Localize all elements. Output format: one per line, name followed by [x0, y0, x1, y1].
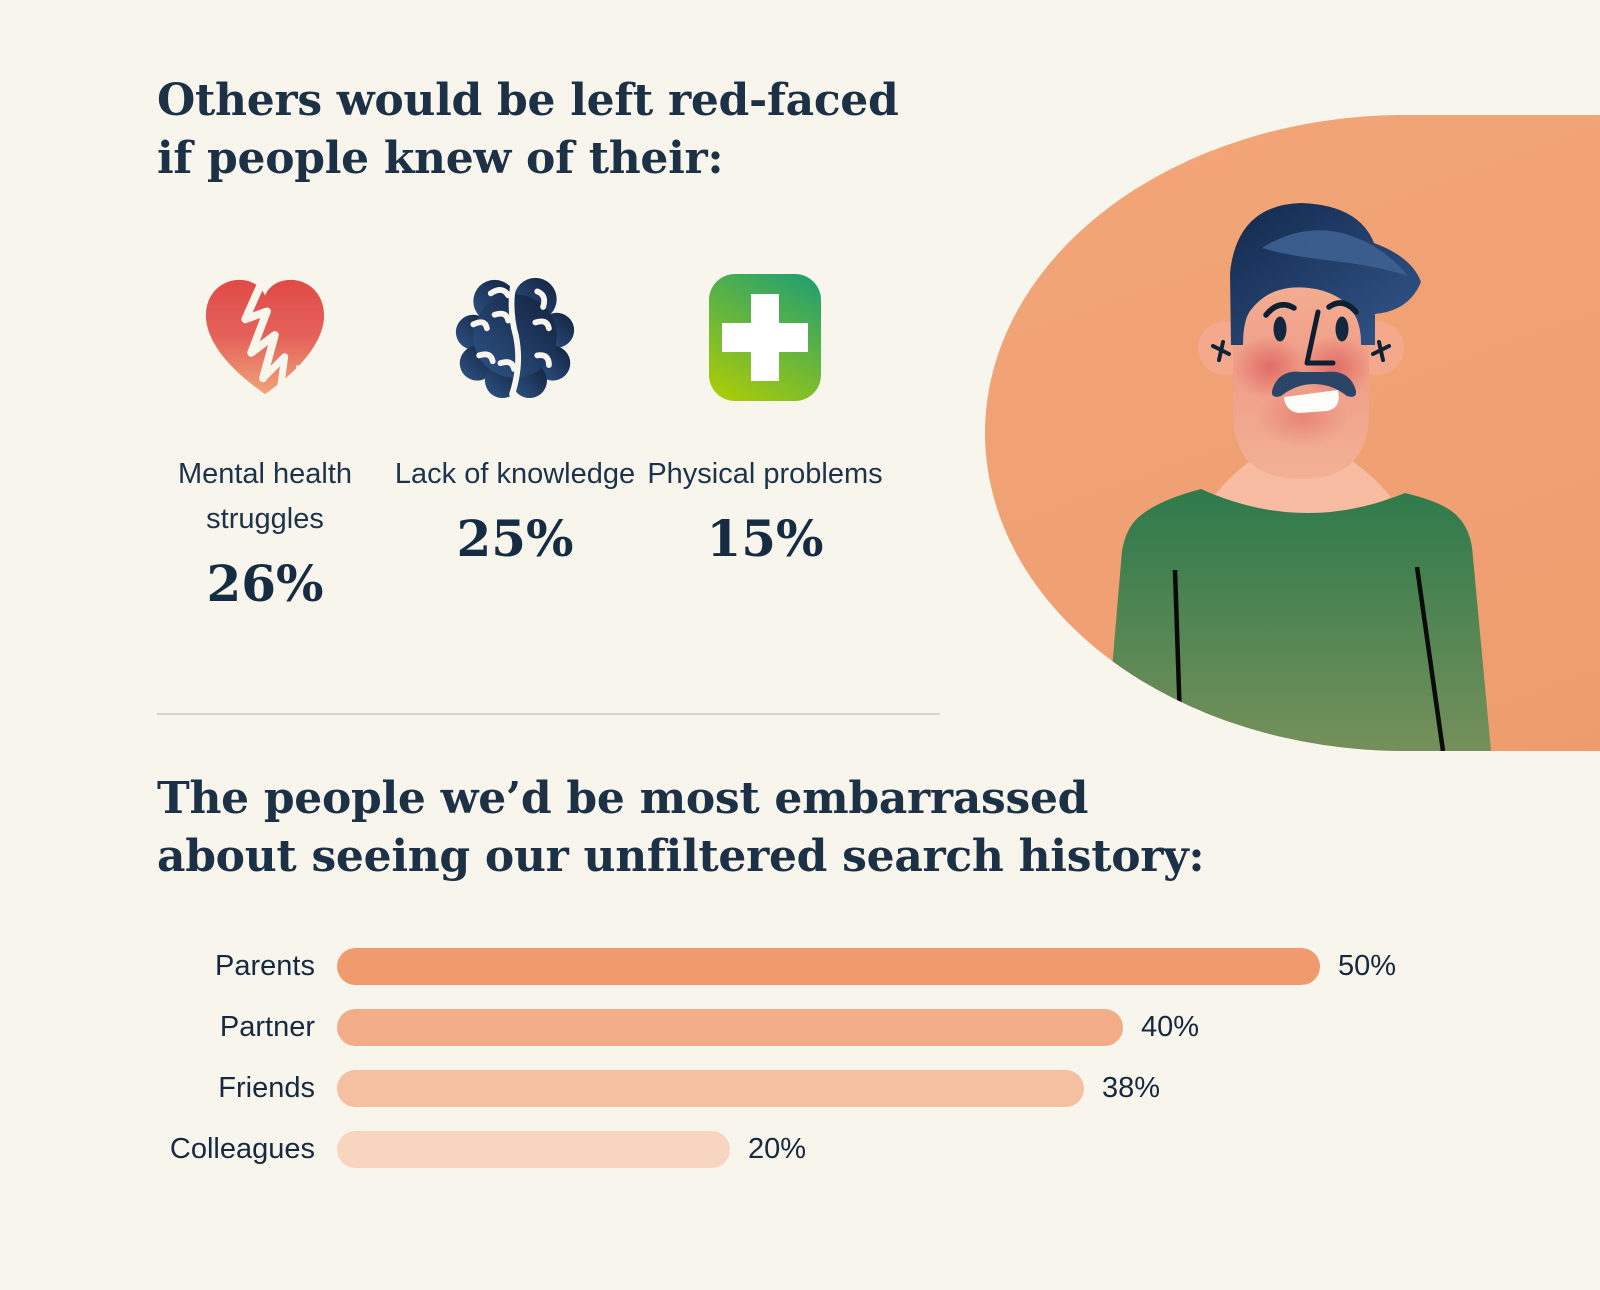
stat-value: 25%: [456, 508, 574, 568]
section-search-history-heading: The people we’d be most embarrassed abou…: [157, 770, 1205, 886]
stat-label: Lack of knowledge: [394, 458, 636, 490]
bar: [337, 1009, 1123, 1046]
bar-category-label: Partner: [219, 1011, 315, 1043]
bar: [337, 948, 1320, 985]
chart-row: Parents 50%: [100, 948, 1396, 985]
bar-value-label: 40%: [1141, 1011, 1200, 1043]
stat-value: 15%: [706, 508, 824, 568]
bar-chart: Parents 50% Partner 40% Friends 38% Colleagues…: [100, 948, 1396, 1168]
bar: [337, 1070, 1084, 1107]
bar-category-label: Friends: [218, 1072, 315, 1104]
medical-cross-icon: [640, 268, 890, 406]
broken-heart-icon: [140, 268, 390, 406]
chart-row: Colleagues 20%: [100, 1131, 1396, 1168]
bar: [337, 1131, 730, 1168]
bar-value-label: 50%: [1338, 950, 1397, 982]
chart-row: Friends 38%: [100, 1070, 1396, 1107]
heading-line: Others would be left red-faced: [157, 75, 899, 126]
stat-lack-of-knowledge: Lack of knowledge 25%: [390, 268, 640, 568]
heading-line: about seeing our unfiltered search histo…: [157, 831, 1205, 883]
embarrassed-man-illustration: [1105, 203, 1491, 751]
stat-value: 26%: [206, 553, 324, 613]
section-red-faced-heading: Others would be left red-faced if people…: [157, 72, 899, 188]
illustration-background-blob: [985, 115, 1600, 751]
heading-line: if people knew of their:: [157, 133, 724, 185]
stat-label: Physical problems: [647, 458, 883, 490]
bar-value-label: 20%: [748, 1133, 807, 1165]
stat-physical-problems: Physical problems 15%: [640, 268, 890, 568]
section-divider: [157, 713, 940, 715]
bar-category-label: Colleagues: [169, 1133, 315, 1165]
heading-line: The people we’d be most embarrassed: [157, 773, 1089, 824]
chart-row: Partner 40%: [100, 1009, 1396, 1046]
brain-icon: [390, 268, 640, 406]
bar-value-label: 38%: [1102, 1072, 1161, 1104]
stat-mental-health: Mental health struggles 26%: [140, 268, 390, 613]
bar-category-label: Parents: [215, 950, 315, 982]
stat-label: Mental health struggles: [177, 458, 353, 535]
